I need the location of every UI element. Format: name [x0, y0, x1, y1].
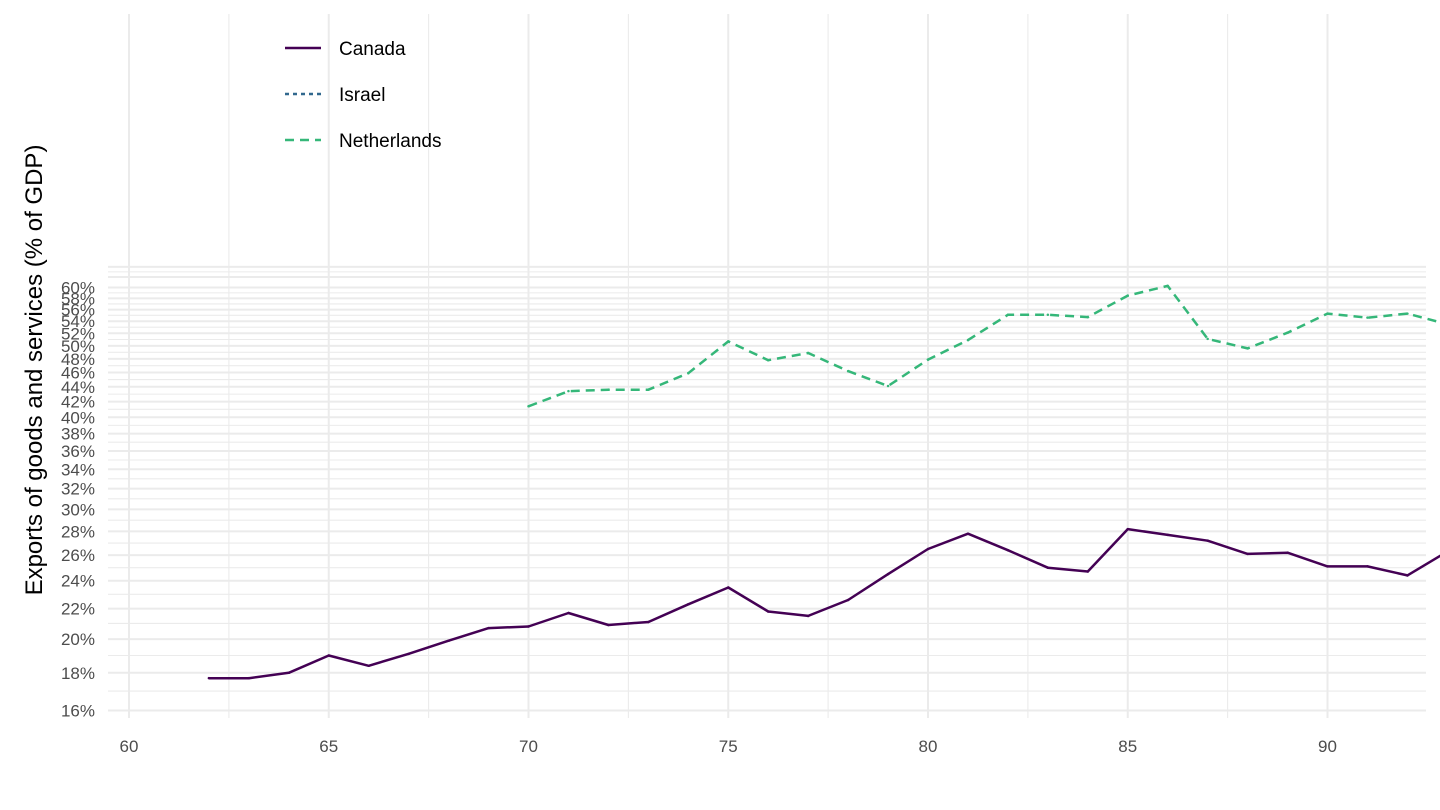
- data-point: [966, 338, 970, 342]
- data-point: [1046, 313, 1050, 317]
- data-point: [806, 351, 810, 355]
- data-point: [647, 620, 650, 624]
- data-point: [1086, 315, 1090, 319]
- x-tick-label: 85: [1118, 737, 1137, 756]
- data-point: [567, 389, 570, 393]
- data-point: [1006, 313, 1010, 317]
- data-point: [687, 371, 690, 375]
- series-canada: [207, 527, 1440, 680]
- x-tick-label: 75: [719, 737, 738, 756]
- y-tick-label: 48%: [61, 350, 95, 369]
- x-tick-label: 70: [519, 737, 538, 756]
- y-tick-label: 60%: [61, 279, 95, 298]
- data-point: [407, 652, 410, 656]
- y-tick-label: 16%: [61, 702, 95, 721]
- data-point: [447, 639, 450, 642]
- y-tick-label: 56%: [61, 301, 95, 320]
- data-point: [727, 340, 730, 343]
- data-point: [1246, 347, 1249, 350]
- y-tick-label: 44%: [61, 378, 95, 397]
- data-point: [487, 626, 490, 630]
- data-point: [926, 358, 930, 361]
- y-tick-label: 58%: [61, 289, 95, 308]
- data-point: [1366, 565, 1369, 568]
- legend: Canada Israel Netherlands: [285, 39, 441, 152]
- x-axis-tick-labels: 60657075808590950005101520: [120, 737, 1337, 756]
- y-tick-label: 20%: [61, 630, 95, 649]
- series-netherlands: [527, 284, 1440, 408]
- data-point: [1326, 565, 1329, 568]
- data-point: [926, 547, 930, 551]
- y-tick-label: 52%: [61, 324, 95, 343]
- data-point: [1166, 284, 1169, 288]
- data-point: [1006, 548, 1010, 552]
- y-tick-label: 30%: [61, 500, 95, 519]
- x-tick-label: 65: [319, 737, 338, 756]
- data-point: [287, 671, 291, 675]
- data-point: [1126, 527, 1129, 531]
- y-tick-label: 46%: [61, 364, 95, 383]
- data-point: [607, 623, 610, 627]
- data-point: [886, 572, 890, 576]
- legend-item-netherlands: Netherlands: [285, 131, 441, 152]
- data-point: [1046, 566, 1050, 569]
- data-point: [1406, 312, 1409, 315]
- y-tick-label: 18%: [61, 664, 95, 683]
- data-point: [846, 369, 850, 373]
- y-tick-label: 38%: [61, 425, 95, 444]
- data-point: [1286, 551, 1289, 554]
- data-point: [527, 405, 530, 408]
- x-tick-label: 80: [919, 737, 938, 756]
- data-point: [1126, 294, 1129, 297]
- y-tick-label: 32%: [61, 480, 95, 499]
- data-point: [1406, 574, 1409, 577]
- data-point: [327, 654, 330, 657]
- legend-item-israel: Israel: [285, 85, 385, 106]
- data-point: [367, 664, 370, 668]
- legend-label: Canada: [339, 39, 406, 60]
- data-point: [527, 625, 530, 628]
- data-point: [1166, 533, 1169, 537]
- x-tick-label: 60: [120, 737, 139, 756]
- series-lines: [207, 284, 1440, 680]
- data-point: [687, 603, 690, 606]
- data-point: [766, 358, 770, 362]
- data-point: [1326, 312, 1329, 315]
- grid: [108, 14, 1426, 718]
- data-point: [647, 388, 650, 391]
- y-tick-label: 42%: [61, 393, 95, 412]
- y-tick-label: 40%: [61, 408, 95, 427]
- y-tick-label: 22%: [61, 600, 95, 619]
- data-point: [766, 610, 770, 613]
- legend-label: Israel: [339, 85, 385, 106]
- data-point: [1246, 552, 1249, 556]
- data-point: [886, 384, 890, 388]
- data-point: [846, 598, 850, 602]
- y-tick-label: 34%: [61, 460, 95, 479]
- legend-item-canada: Canada: [285, 39, 406, 60]
- y-tick-label: 50%: [61, 337, 95, 356]
- data-point: [567, 611, 570, 615]
- data-point: [607, 388, 610, 391]
- y-axis-tick-labels: 16%18%20%22%24%26%28%30%32%34%36%38%40%4…: [61, 279, 95, 721]
- data-point: [1086, 570, 1090, 573]
- data-point: [966, 532, 970, 535]
- y-tick-label: 54%: [61, 312, 95, 331]
- x-tick-label: 90: [1318, 737, 1337, 756]
- data-point: [207, 676, 211, 680]
- legend-label: Netherlands: [339, 131, 441, 152]
- y-tick-label: 24%: [61, 572, 95, 591]
- data-point: [1286, 331, 1289, 334]
- y-tick-label: 28%: [61, 522, 95, 541]
- data-point: [1206, 539, 1209, 542]
- data-point: [1206, 337, 1209, 341]
- y-tick-label: 36%: [61, 442, 95, 461]
- y-axis-title: Exports of goods and services (% of GDP): [21, 145, 48, 596]
- data-point: [727, 586, 730, 589]
- data-point: [247, 676, 251, 680]
- data-point: [806, 614, 810, 618]
- data-point: [1366, 316, 1369, 319]
- y-tick-label: 26%: [61, 546, 95, 565]
